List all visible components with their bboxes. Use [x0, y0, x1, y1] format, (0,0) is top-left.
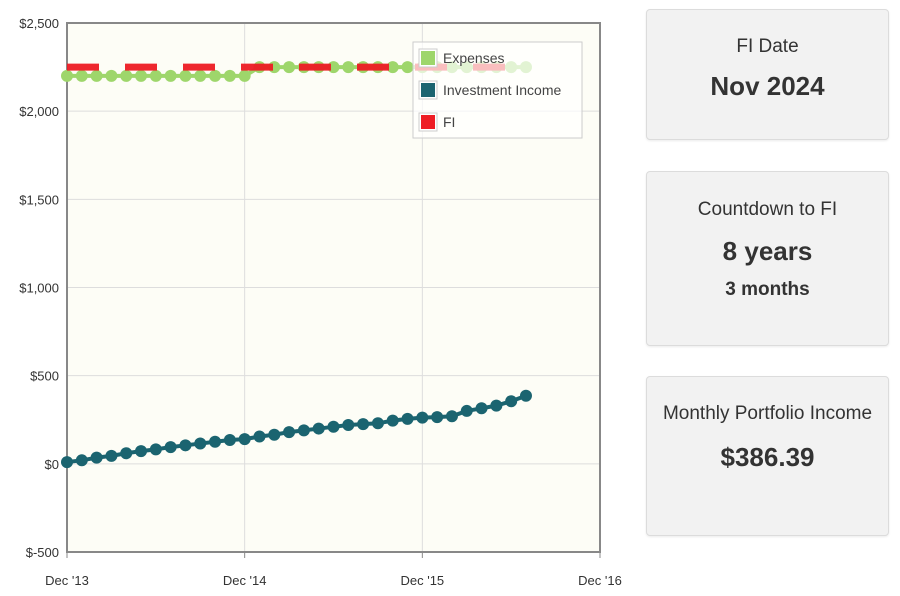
investment-income-data-point — [327, 420, 340, 433]
investment-income-data-point — [342, 419, 355, 432]
legend-swatch-expenses — [421, 51, 435, 65]
countdown-card: Countdown to FI 8 years 3 months — [646, 171, 889, 346]
investment-income-data-point — [149, 443, 162, 456]
expenses-data-point — [401, 61, 414, 74]
countdown-months: 3 months — [725, 279, 810, 300]
legend-swatch-fi — [421, 115, 435, 129]
countdown-label: Countdown to FI — [697, 199, 838, 220]
investment-income-data-point — [61, 456, 73, 469]
expenses-data-point — [164, 69, 177, 82]
plot-border — [66, 22, 601, 553]
investment-income-data-point — [475, 402, 488, 415]
investment-income-data-point — [253, 430, 266, 443]
expenses-data-point — [342, 61, 355, 74]
investment-income-data-point — [445, 410, 458, 423]
expenses-data-point — [149, 69, 162, 82]
investment-income-data-point — [460, 404, 473, 417]
investment-income-data-point — [135, 445, 148, 458]
investment-income-data-point — [371, 417, 384, 430]
portfolio-income-label: Monthly Portfolio Income — [662, 403, 873, 424]
portfolio-income-value: $386.39 — [720, 442, 815, 472]
expenses-data-point — [61, 69, 73, 82]
expenses-data-point — [135, 69, 148, 82]
investment-income-data-point — [357, 418, 370, 431]
fi-date-label: FI Date — [736, 36, 799, 57]
y-tick-label: $2,000 — [19, 104, 59, 119]
investment-income-data-point — [268, 428, 281, 441]
y-tick-label: $0 — [45, 457, 59, 472]
x-tick-label: Dec '16 — [578, 573, 622, 588]
investment-income-data-point — [194, 437, 207, 450]
investment-income-data-point — [238, 433, 251, 446]
investment-income-data-point — [490, 399, 503, 412]
y-tick-label: $1,000 — [19, 281, 59, 296]
legend-box — [412, 41, 583, 139]
x-tick-label: Dec '13 — [45, 573, 89, 588]
investment-income-data-point — [223, 434, 236, 447]
investment-income-data-point — [75, 454, 88, 467]
investment-income-data-point — [297, 424, 310, 437]
investment-income-data-point — [312, 422, 325, 435]
x-tick-label: Dec '14 — [223, 573, 267, 588]
expenses-data-point — [238, 69, 251, 82]
investment-income-data-point — [386, 414, 399, 427]
investment-income-data-point — [164, 441, 177, 454]
y-tick-label: $500 — [30, 369, 59, 384]
expenses-data-point — [90, 69, 103, 82]
investment-income-data-point — [105, 449, 118, 462]
legend-label-investment-income: Investment Income — [443, 82, 561, 98]
investment-income-data-point — [120, 447, 133, 460]
portfolio-income-card: Monthly Portfolio Income $386.39 — [646, 376, 889, 536]
countdown-years: 8 years — [722, 236, 813, 266]
investment-income-data-point — [416, 411, 429, 424]
investment-income-data-point — [519, 389, 532, 402]
y-tick-label: $-500 — [26, 545, 59, 560]
expenses-data-point — [179, 69, 192, 82]
expenses-data-point — [105, 69, 118, 82]
chart-area: $2,500 $2,000 $1,500 $1,000 $500 $0 $-500 Dec '… — [19, 16, 622, 588]
expenses-data-point — [386, 61, 399, 74]
x-tick-label: Dec '15 — [400, 573, 444, 588]
legend-label-fi: FI — [443, 114, 455, 130]
legend-label-expenses: Expenses — [443, 50, 504, 66]
investment-income-data-point — [90, 451, 103, 464]
y-tick-label: $2,500 — [19, 16, 59, 31]
investment-income-data-point — [505, 395, 518, 408]
investment-income-data-point — [179, 439, 192, 452]
line-chart: $2,500 $2,000 $1,500 $1,000 $500 $0 $-500 Dec '… — [19, 16, 622, 588]
investment-income-data-point — [283, 426, 296, 439]
investment-income-data-point — [209, 435, 222, 448]
expenses-data-point — [75, 69, 88, 82]
investment-income-data-point — [401, 412, 414, 425]
expenses-data-point — [194, 69, 207, 82]
investment-income-data-point — [431, 411, 444, 424]
fi-date-card: FI Date Nov 2024 — [646, 9, 889, 140]
expenses-data-point — [120, 69, 133, 82]
y-tick-label: $1,500 — [19, 192, 59, 207]
legend-swatch-investment-income — [421, 83, 435, 97]
fi-date-value: Nov 2024 — [710, 71, 825, 101]
expenses-data-point — [223, 69, 236, 82]
expenses-data-point — [209, 69, 222, 82]
expenses-data-point — [283, 61, 296, 74]
